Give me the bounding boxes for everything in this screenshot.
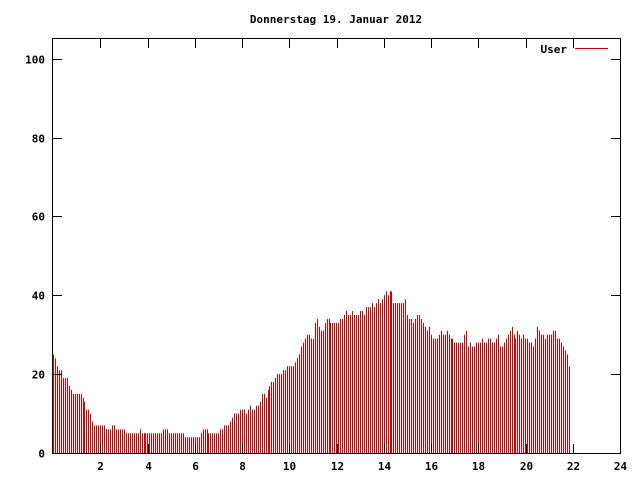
x-tick-label: 22 — [567, 460, 580, 473]
plot-frame — [52, 38, 621, 454]
x-tick-label: 16 — [425, 460, 439, 473]
x-tick-label: 20 — [520, 460, 533, 473]
x-tick-label: 12 — [331, 460, 344, 473]
y-tick-label: 20 — [32, 369, 45, 382]
x-tick-label: 6 — [192, 460, 199, 473]
x-tick-label: 4 — [145, 460, 152, 473]
x-tick-label: 18 — [472, 460, 485, 473]
x-tick-label: 24 — [614, 460, 628, 473]
chart-title: Donnerstag 19. Januar 2012 — [250, 13, 422, 26]
legend: User — [541, 43, 608, 56]
y-tick-label: 60 — [32, 211, 45, 224]
legend-label-user: User — [541, 43, 568, 56]
x-tick-label: 10 — [283, 460, 296, 473]
x-tick-label: 2 — [97, 460, 104, 473]
x-tick-label: 14 — [378, 460, 392, 473]
x-tick-label: 8 — [239, 460, 246, 473]
bar-series — [53, 291, 570, 453]
y-tick-label: 40 — [32, 290, 45, 303]
y-tick-label: 0 — [38, 448, 45, 461]
y-tick-label: 80 — [32, 133, 45, 146]
y-tick-label: 100 — [25, 54, 45, 67]
